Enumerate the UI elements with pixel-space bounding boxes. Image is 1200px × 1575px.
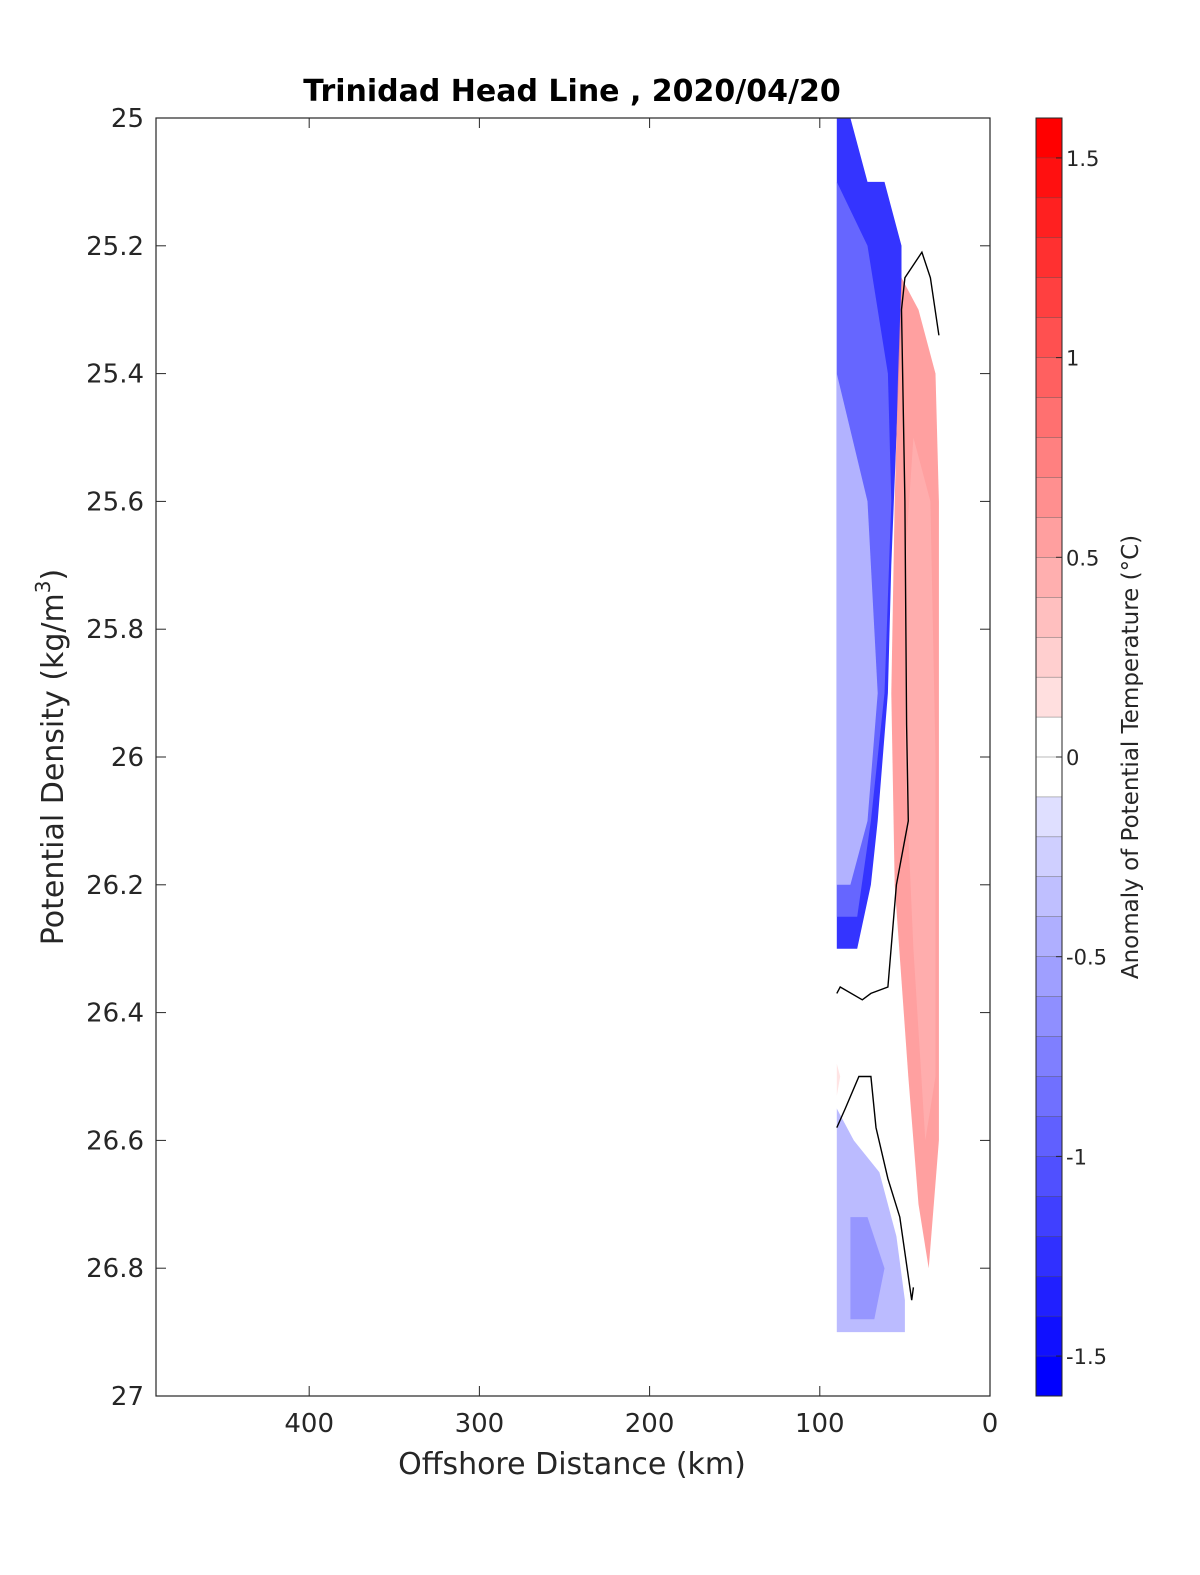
- colorbar-segment: [1035, 636, 1063, 678]
- anomaly-region-5: [904, 437, 936, 1141]
- y-tick-label: 25.6: [86, 487, 144, 517]
- x-tick-label: 200: [625, 1409, 675, 1439]
- colorbar-segment: [1035, 1156, 1063, 1197]
- colorbar-segment: [1035, 1275, 1063, 1317]
- colorbar-ticks: 1.5 1 0.5 0 -0.5 -1 -1.5: [1056, 147, 1107, 1369]
- colorbar-segment: [1035, 197, 1063, 239]
- colorbar-tick-label: 0.5: [1066, 546, 1099, 570]
- y-tick-label: 26.2: [86, 871, 144, 901]
- y-tick-label: 25.8: [86, 615, 144, 645]
- y-tick-label: 25.4: [86, 360, 144, 390]
- colorbar-segment: [1035, 1236, 1063, 1277]
- colorbar-segment: [1035, 876, 1063, 918]
- y-tick-label: 26.4: [86, 999, 144, 1029]
- colorbar-segment: [1035, 157, 1063, 199]
- colorbar-segment: [1035, 117, 1063, 159]
- anomaly-region-8: [836, 1063, 841, 1096]
- colorbar-tick-label: -1.5: [1066, 1345, 1107, 1369]
- colorbar-segment: [1035, 397, 1063, 438]
- zero-contour-line-2: [836, 1075, 915, 1301]
- colorbar-segment: [1035, 1076, 1063, 1117]
- colorbar-tick-label: -1: [1066, 1145, 1087, 1169]
- y-tick-label: 26.8: [86, 1254, 144, 1284]
- y-tick-label: 25: [111, 104, 144, 134]
- colorbar-title: Anomaly of Potential Temperature (°C): [1118, 535, 1144, 979]
- colorbar-segment: [1035, 996, 1063, 1038]
- zero-contour-line-1: [836, 250, 940, 1001]
- x-tick-label: 400: [284, 1409, 334, 1439]
- colorbar-tick-label: 1.5: [1066, 147, 1099, 171]
- anomaly-field: [836, 118, 939, 1333]
- colorbar-segment: [1035, 1196, 1063, 1237]
- colorbar-segment: [1035, 317, 1063, 359]
- colorbar-segment: [1035, 1315, 1063, 1357]
- x-tick-label: 0: [982, 1409, 999, 1439]
- colorbar-segment: [1035, 237, 1063, 279]
- colorbar-segment: [1035, 557, 1063, 598]
- colorbar-segment: [1035, 517, 1063, 558]
- colorbar-tick-label: 1: [1066, 347, 1079, 371]
- colorbar-segment: [1035, 836, 1063, 878]
- y-axis: 25 25.2 25.4 25.6 25.8 26 26.2 26.4 26.6 26.8 27: [86, 104, 990, 1412]
- colorbar-segment: [1035, 956, 1063, 998]
- zero-contours: [836, 250, 940, 1301]
- colorbar-segment: [1035, 796, 1063, 838]
- y-tick-label: 25.2: [86, 232, 144, 262]
- colorbar-tick-label: 0: [1066, 746, 1079, 770]
- colorbar-segment: [1035, 756, 1063, 798]
- y-tick-label: 26.6: [86, 1126, 144, 1156]
- colorbar-segment: [1035, 277, 1063, 319]
- colorbar-segment: [1035, 1355, 1063, 1397]
- colorbar-segment: [1035, 676, 1063, 718]
- x-tick-label: 300: [455, 1409, 505, 1439]
- colorbar-segment: [1035, 716, 1063, 758]
- anomaly-region-7: [850, 1217, 885, 1320]
- colorbar-segment: [1035, 597, 1063, 638]
- x-axis: 400 300 200 100 0: [284, 118, 998, 1439]
- y-axis-title: Potential Density (kg/m3): [31, 569, 71, 945]
- y-tick-label: 26: [111, 743, 144, 773]
- colorbar-tick-label: -0.5: [1066, 946, 1107, 970]
- colorbar-segment: [1035, 437, 1063, 478]
- y-tick-label: 27: [111, 1382, 144, 1412]
- anomaly-region-3: [836, 373, 878, 885]
- colorbar-segment: [1035, 916, 1063, 958]
- colorbar-segment: [1035, 357, 1063, 399]
- chart-title: Trinidad Head Line , 2020/04/20: [303, 74, 840, 109]
- x-tick-label: 100: [795, 1409, 845, 1439]
- colorbar-segment: [1035, 1036, 1063, 1078]
- colorbar-segment: [1035, 1116, 1063, 1157]
- colorbar-segment: [1035, 477, 1063, 518]
- x-axis-title: Offshore Distance (km): [398, 1447, 746, 1482]
